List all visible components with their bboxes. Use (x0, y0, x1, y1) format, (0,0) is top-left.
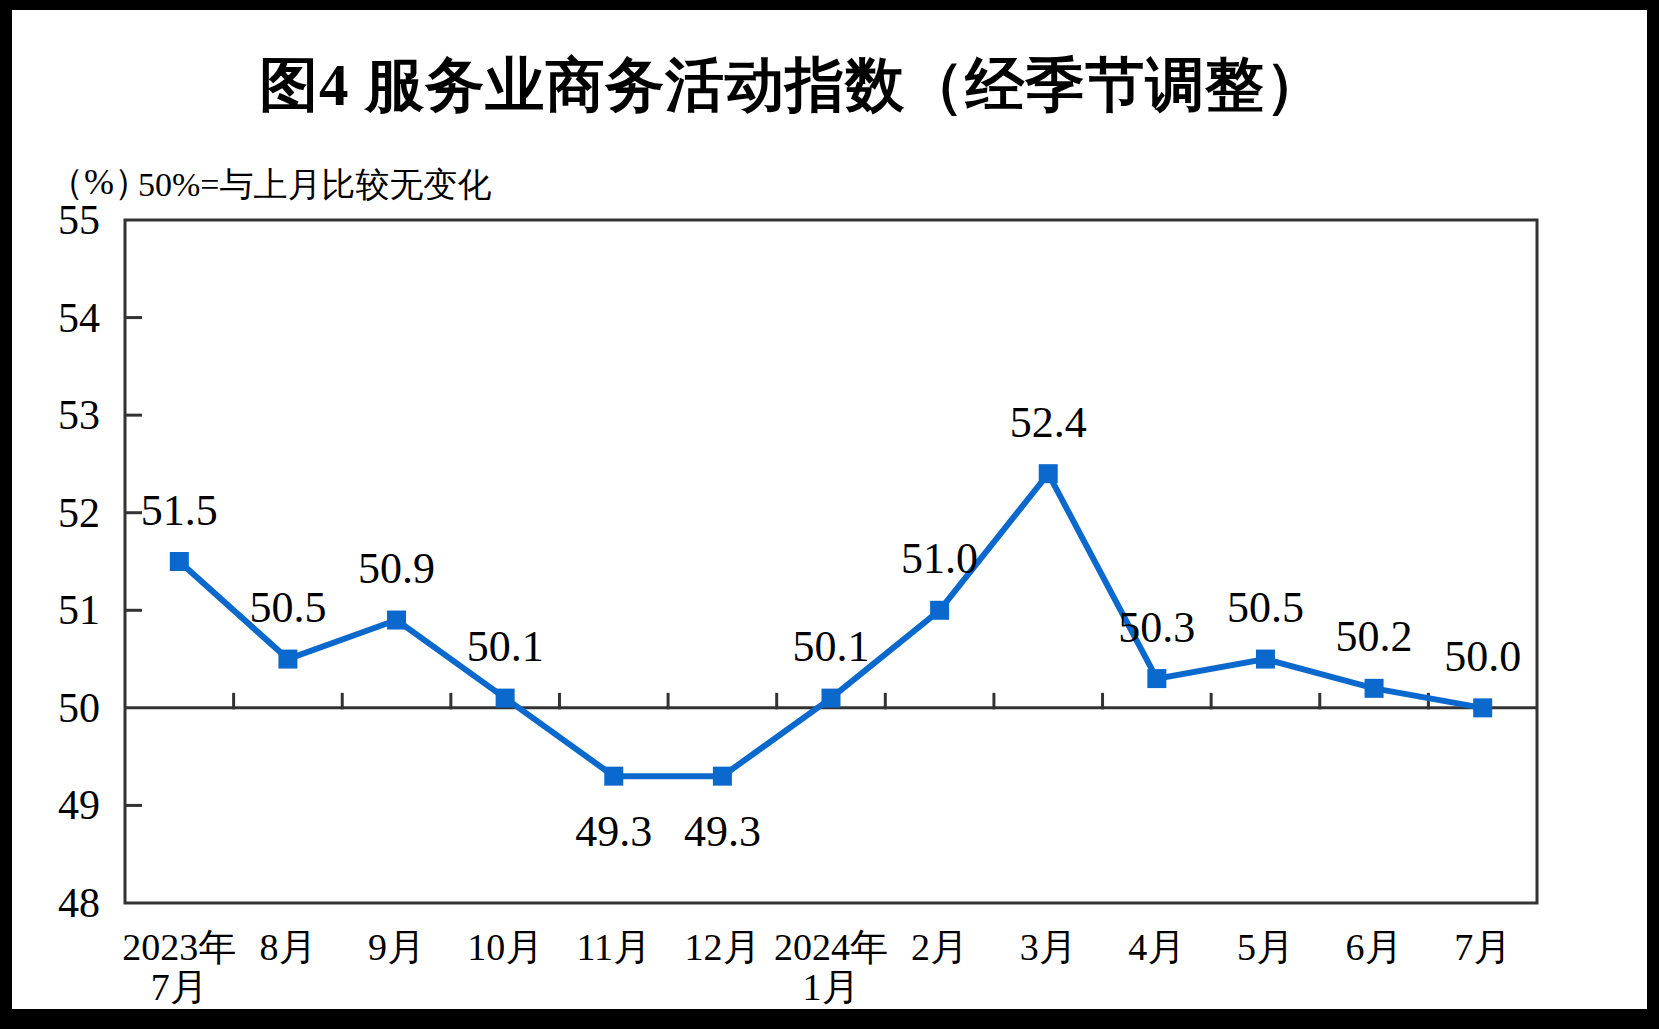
x-axis-label: 2月 (911, 926, 968, 968)
data-point-label: 50.1 (793, 622, 870, 671)
y-axis-label: 48 (58, 880, 100, 926)
figure-4-services-pmi-chart-page: { "title": "图4 服务业商务活动指数（经季节调整）", "subti… (0, 0, 1659, 1029)
x-axis-label: 8月 (259, 926, 316, 968)
data-point-marker (1039, 464, 1058, 483)
data-point-label: 51.0 (901, 534, 978, 583)
x-axis-label: 7月 (1454, 926, 1511, 968)
x-axis-label: 11月 (576, 926, 651, 968)
data-point-marker (822, 689, 841, 708)
data-point-label: 51.5 (141, 486, 218, 535)
x-axis-label: 5月 (1237, 926, 1294, 968)
y-axis-label: 55 (58, 197, 100, 243)
data-point-marker (496, 689, 515, 708)
data-point-label: 50.3 (1118, 603, 1195, 652)
data-point-label: 49.3 (684, 807, 761, 856)
data-point-label: 50.9 (358, 544, 435, 593)
data-point-marker (1365, 679, 1384, 698)
x-axis-label: 9月 (368, 926, 425, 968)
x-axis-label: 2024年 (774, 926, 888, 968)
y-axis-label: 54 (58, 295, 100, 341)
y-axis-label: 50 (58, 685, 100, 731)
data-point-label: 49.3 (575, 807, 652, 856)
data-point-label: 50.5 (1227, 583, 1304, 632)
y-axis-label: 53 (58, 392, 100, 438)
y-axis-label: 49 (58, 782, 100, 828)
data-point-marker (387, 611, 406, 630)
y-axis-label: 52 (58, 490, 100, 536)
data-point-label: 50.5 (249, 583, 326, 632)
data-point-label: 50.2 (1336, 612, 1413, 661)
data-point-label: 50.0 (1444, 632, 1521, 681)
data-point-marker (604, 767, 623, 786)
line-chart: 48495051525354552023年7月8月9月10月11月12月2024… (0, 0, 1659, 1029)
x-axis-label: 4月 (1128, 926, 1185, 968)
x-axis-label: 3月 (1020, 926, 1077, 968)
x-axis-label: 10月 (467, 926, 543, 968)
x-axis-label-line2: 1月 (803, 966, 860, 1008)
data-point-marker (1256, 650, 1275, 669)
data-point-marker (278, 650, 297, 669)
data-point-marker (170, 552, 189, 571)
data-point-marker (1147, 669, 1166, 688)
data-point-label: 50.1 (467, 622, 544, 671)
x-axis-label: 6月 (1346, 926, 1403, 968)
data-point-marker (713, 767, 732, 786)
x-axis-label-line2: 7月 (151, 966, 208, 1008)
x-axis-label: 12月 (684, 926, 760, 968)
x-axis-label: 2023年 (122, 926, 236, 968)
y-axis-label: 51 (58, 587, 100, 633)
plot-frame (125, 220, 1537, 903)
data-point-marker (930, 601, 949, 620)
data-point-marker (1473, 698, 1492, 717)
data-point-label: 52.4 (1010, 398, 1087, 447)
